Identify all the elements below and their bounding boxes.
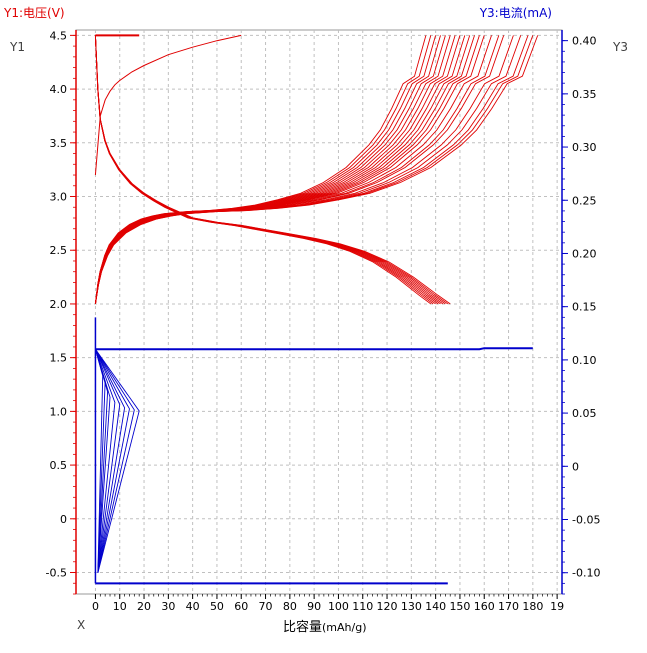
x-tick-label: 60 xyxy=(234,600,248,613)
x-tick-label: 40 xyxy=(186,600,200,613)
y1-tick-label: 4.0 xyxy=(50,83,68,96)
current-relaxation-curve xyxy=(95,349,130,573)
y3-tick-label: -0.05 xyxy=(572,514,600,527)
y3-tick-label: -0.10 xyxy=(572,567,600,580)
x-tick-label: 130 xyxy=(401,600,422,613)
y1-tick-label: 3.0 xyxy=(50,191,68,204)
y1-tick-label: -0.5 xyxy=(46,567,67,580)
charge-curve xyxy=(94,35,529,304)
current-relaxation-curve xyxy=(95,349,135,573)
x-tick-label: 0 xyxy=(92,600,99,613)
y1-axis-title: Y1:电压(V) xyxy=(4,6,65,20)
x-tick-label: 80 xyxy=(283,600,297,613)
discharge-curve xyxy=(94,35,441,305)
x-axis-title: 比容量(mAh/g) xyxy=(283,616,367,635)
y1-axis-name: Y1 xyxy=(10,40,25,54)
charge-current-line xyxy=(95,347,533,351)
discharge-curve xyxy=(94,35,432,305)
x-tick-label: 140 xyxy=(425,600,446,613)
x-tick-label: 90 xyxy=(307,600,321,613)
y3-tick-label: 0.40 xyxy=(572,35,597,48)
charge-curve xyxy=(94,35,539,304)
y1-tick-label: 0.5 xyxy=(50,459,68,472)
x-tick-label: 120 xyxy=(377,600,398,613)
y3-tick-label: 0.30 xyxy=(572,141,597,154)
y1-tick-label: 0 xyxy=(60,513,67,526)
charge-curve xyxy=(94,35,432,304)
discharge-curve xyxy=(94,35,451,305)
charge-curve xyxy=(94,35,441,304)
y3-tick-label: 0.05 xyxy=(572,407,597,420)
x-axis-title-unit: (mAh/g) xyxy=(322,621,367,634)
y1-tick-label: 4.5 xyxy=(50,29,68,42)
charge-curve xyxy=(94,35,466,304)
current-relaxation-curve xyxy=(95,349,111,573)
discharge-curve xyxy=(94,35,444,305)
y3-tick-label: 0.20 xyxy=(572,247,597,260)
charge-curve xyxy=(94,35,480,304)
x-tick-label: 10 xyxy=(113,600,127,613)
y1-tick-label: 2.0 xyxy=(50,298,68,311)
x-tick-label: 150 xyxy=(449,600,470,613)
x-axis-name: X xyxy=(77,618,86,632)
charge-curve xyxy=(94,35,514,304)
x-tick-label: 19 xyxy=(550,600,564,613)
y3-tick-label: 0.15 xyxy=(572,301,597,314)
x-tick-label: 30 xyxy=(161,600,175,613)
y1-tick-label: 2.5 xyxy=(50,244,68,257)
current-relaxation-curve xyxy=(95,349,121,573)
x-tick-label: 50 xyxy=(210,600,224,613)
y3-tick-label: 0.25 xyxy=(572,194,597,207)
y1-tick-label: 1.0 xyxy=(50,405,68,418)
y1-tick-label: 1.5 xyxy=(50,352,68,365)
x-tick-label: 170 xyxy=(498,600,519,613)
x-tick-label: 110 xyxy=(352,600,373,613)
current-relaxation-curve xyxy=(95,348,140,573)
x-tick-label: 20 xyxy=(137,600,151,613)
first-charge-curve xyxy=(94,34,242,176)
charge-curve xyxy=(94,35,475,304)
current-relaxation-curve xyxy=(95,349,126,573)
y1-tick-label: 3.5 xyxy=(50,137,68,150)
y3-tick-label: 0.35 xyxy=(572,88,597,101)
x-tick-label: 180 xyxy=(522,600,543,613)
current-relaxation-curve xyxy=(95,349,116,573)
y3-tick-label: 0.10 xyxy=(572,354,597,367)
x-axis-title-main: 比容量 xyxy=(283,620,323,635)
charge-curve xyxy=(94,35,492,304)
discharge-curve xyxy=(94,35,449,305)
x-tick-label: 100 xyxy=(328,600,349,613)
plot-frame xyxy=(75,29,563,595)
y3-tick-label: 0 xyxy=(572,460,579,473)
y3-axis-title: Y3:电流(mA) xyxy=(479,6,552,20)
x-tick-label: 70 xyxy=(259,600,273,613)
charge-curve xyxy=(94,35,461,304)
y3-axis-name: Y3 xyxy=(613,40,628,54)
x-tick-label: 160 xyxy=(474,600,495,613)
